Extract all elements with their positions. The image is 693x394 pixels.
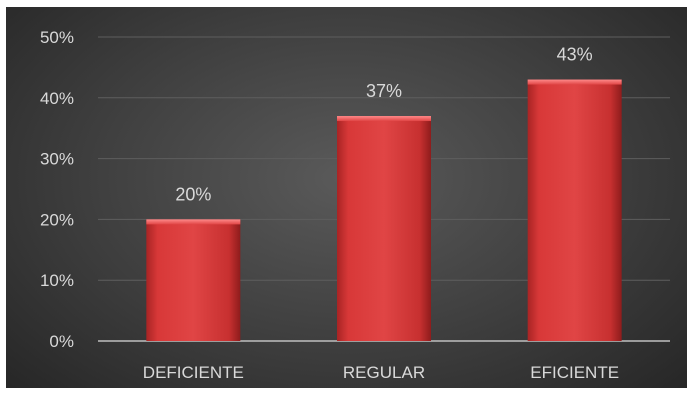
y-tick-label: 0% — [49, 332, 74, 351]
bar-bevel — [337, 116, 431, 122]
x-axis: DEFICIENTE REGULAR EFICIENTE — [143, 363, 619, 382]
bar-body — [527, 79, 622, 341]
y-tick-label: 50% — [40, 28, 74, 47]
data-label: 37% — [366, 81, 402, 101]
y-tick-label: 10% — [40, 271, 74, 290]
bar — [337, 116, 431, 341]
bar — [146, 219, 241, 341]
data-label: 43% — [557, 45, 593, 65]
data-labels: 20% 37% 43% — [175, 45, 592, 205]
bar-chart: 0% 10% 20% 30% 40% 50% 20% 37% 43% DEFICIENTE RE… — [40, 28, 670, 382]
category-label: REGULAR — [343, 363, 425, 382]
bar-body — [146, 219, 241, 341]
y-tick-label: 20% — [40, 210, 74, 229]
bar — [527, 79, 622, 341]
y-tick-label: 40% — [40, 89, 74, 108]
chart-area: 0% 10% 20% 30% 40% 50% 20% 37% 43% DEFICIENTE RE… — [6, 7, 687, 388]
bars — [146, 79, 622, 341]
bar-body — [337, 116, 431, 341]
category-label: EFICIENTE — [530, 363, 619, 382]
y-tick-label: 30% — [40, 150, 74, 169]
data-label: 20% — [175, 184, 211, 204]
bar-bevel — [527, 79, 622, 85]
category-label: DEFICIENTE — [143, 363, 244, 382]
y-axis: 0% 10% 20% 30% 40% 50% — [40, 28, 670, 351]
bar-bevel — [146, 219, 241, 225]
